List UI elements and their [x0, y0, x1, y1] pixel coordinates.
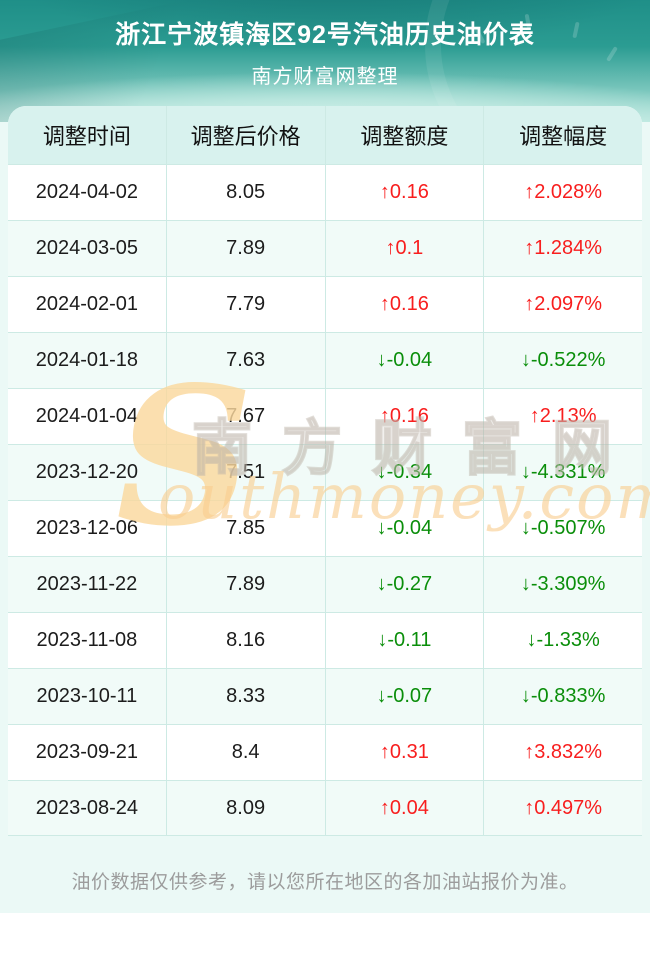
cell-adjusted-price: 7.63: [165, 333, 325, 388]
cell-adjust-percent: ↑0.497%: [483, 781, 642, 835]
page-title: 浙江宁波镇海区92号汽油历史油价表: [115, 21, 535, 49]
table-body: 2024-04-02 8.05 ↑0.16 ↑2.028% 2024-03-05…: [8, 164, 642, 836]
cell-adjusted-price: 7.85: [165, 501, 325, 556]
column-header-price: 调整后价格: [165, 106, 325, 164]
cell-adjusted-price: 7.89: [165, 221, 325, 276]
cell-adjust-date: 2023-12-20: [35, 461, 139, 483]
banner-text-block: 浙江宁波镇海区92号汽油历史油价表 南方财富网整理: [0, 0, 650, 89]
cell-adjusted-price: 8.33: [165, 669, 325, 724]
price-history-table: 调整时间 调整后价格 调整额度 调整幅度 2024-04-02 8.05 ↑0.…: [8, 106, 642, 836]
cell-adjusted-price: 7.89: [165, 557, 325, 612]
cell-adjust-percent: ↓-3.309%: [483, 557, 642, 612]
cell-adjusted-price: 7.67: [165, 389, 325, 444]
cell-adjust-date: 2024-02-01: [35, 293, 139, 315]
cell-adjusted-price: 8.4: [165, 725, 325, 780]
cell-adjust-percent: ↓-0.833%: [483, 669, 642, 724]
cell-adjust-percent: ↑2.028%: [483, 165, 642, 220]
cell-adjust-percent: ↑2.13%: [483, 389, 642, 444]
cell-adjust-percent: ↓-4.331%: [483, 445, 642, 500]
table-row: 2023-11-08 8.16 ↓-0.11 ↓-1.33%: [8, 612, 642, 668]
cell-adjust-amount: ↓-0.04: [324, 333, 484, 388]
cell-adjust-amount: ↓-0.34: [324, 445, 484, 500]
cell-adjust-amount: ↑0.16: [324, 389, 484, 444]
table-row: 2024-01-18 7.63 ↓-0.04 ↓-0.522%: [8, 332, 642, 388]
disclaimer-block: 油价数据仅供参考，请以您所在地区的各加油站报价为准。: [0, 836, 650, 913]
cell-adjust-amount: ↑0.16: [324, 277, 484, 332]
cell-adjust-percent: ↓-1.33%: [483, 613, 642, 668]
cell-adjust-amount: ↓-0.07: [324, 669, 484, 724]
table-header-row: 调整时间 调整后价格 调整额度 调整幅度: [8, 106, 642, 164]
bottom-spacer: [0, 913, 650, 980]
cell-adjust-date: 2023-11-08: [36, 629, 138, 651]
cell-adjusted-price: 8.16: [165, 613, 325, 668]
cell-adjust-percent: ↑2.097%: [483, 277, 642, 332]
cell-adjust-amount: ↓-0.11: [324, 613, 484, 668]
cell-adjust-date: 2024-03-05: [35, 237, 139, 259]
cell-adjust-amount: ↑0.31: [324, 725, 484, 780]
column-header-date: 调整时间: [42, 124, 131, 149]
cell-adjust-percent: ↑1.284%: [483, 221, 642, 276]
table-row: 2023-08-24 8.09 ↑0.04 ↑0.497%: [8, 780, 642, 836]
table-row: 2023-09-21 8.4 ↑0.31 ↑3.832%: [8, 724, 642, 780]
cell-adjust-date: 2023-12-06: [35, 517, 139, 539]
column-header-change-pct: 调整幅度: [483, 106, 642, 164]
cell-adjust-percent: ↓-0.507%: [483, 501, 642, 556]
table-row: 2024-02-01 7.79 ↑0.16 ↑2.097%: [8, 276, 642, 332]
cell-adjust-date: 2023-08-24: [35, 796, 139, 819]
table-row: 2024-03-05 7.89 ↑0.1 ↑1.284%: [8, 220, 642, 276]
table-row: 2024-04-02 8.05 ↑0.16 ↑2.028%: [8, 164, 642, 220]
column-header-change: 调整额度: [324, 106, 484, 164]
cell-adjust-percent: ↑3.832%: [483, 725, 642, 780]
disclaimer-text: 油价数据仅供参考，请以您所在地区的各加油站报价为准。: [71, 872, 579, 893]
table-row: 2023-12-06 7.85 ↓-0.04 ↓-0.507%: [8, 500, 642, 556]
cell-adjust-date: 2023-10-11: [36, 685, 138, 707]
table-row: 2023-12-20 7.51 ↓-0.34 ↓-4.331%: [8, 444, 642, 500]
cell-adjusted-price: 7.79: [165, 277, 325, 332]
cell-adjust-amount: ↑0.04: [324, 781, 484, 835]
header-banner: 浙江宁波镇海区92号汽油历史油价表 南方财富网整理: [0, 0, 650, 122]
cell-adjust-percent: ↓-0.522%: [483, 333, 642, 388]
cell-adjust-date: 2023-09-21: [35, 741, 139, 763]
cell-adjust-date: 2024-04-02: [35, 181, 139, 203]
cell-adjusted-price: 7.51: [165, 445, 325, 500]
cell-adjust-date: 2023-11-22: [36, 573, 138, 595]
cell-adjust-amount: ↓-0.27: [324, 557, 484, 612]
cell-adjust-amount: ↓-0.04: [324, 501, 484, 556]
table-row: 2024-01-04 7.67 ↑0.16 ↑2.13%: [8, 388, 642, 444]
cell-adjusted-price: 8.05: [165, 165, 325, 220]
cell-adjust-amount: ↑0.1: [324, 221, 484, 276]
table-row: 2023-10-11 8.33 ↓-0.07 ↓-0.833%: [8, 668, 642, 724]
cell-adjusted-price: 8.09: [165, 781, 325, 835]
cell-adjust-date: 2024-01-18: [35, 349, 139, 371]
table-row: 2023-11-22 7.89 ↓-0.27 ↓-3.309%: [8, 556, 642, 612]
cell-adjust-date: 2024-01-04: [35, 405, 139, 427]
cell-adjust-amount: ↑0.16: [324, 165, 484, 220]
page-subtitle: 南方财富网整理: [251, 66, 399, 89]
